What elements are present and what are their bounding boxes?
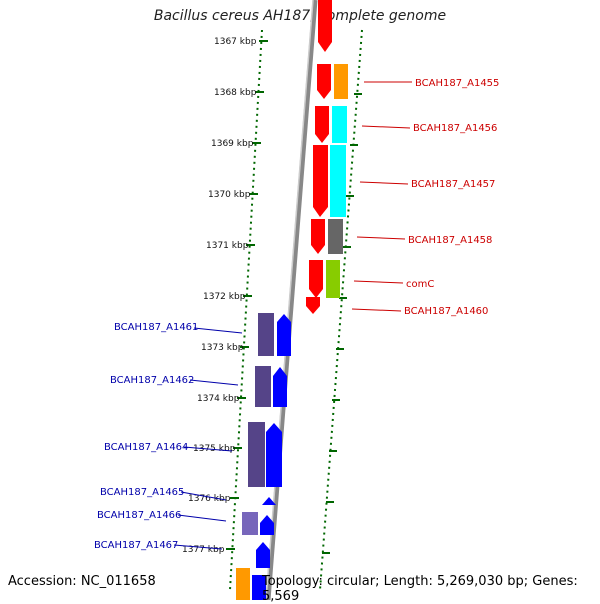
tick-label-1372: 1372 kbp xyxy=(203,292,246,302)
cog-block-purple[interactable] xyxy=(242,512,258,535)
right-ring-ticks xyxy=(322,93,362,554)
cog-block-purple[interactable] xyxy=(248,422,265,487)
cog-block-purple[interactable] xyxy=(255,366,271,407)
cds-arrow[interactable] xyxy=(262,497,276,505)
cds-arrow[interactable] xyxy=(252,575,266,600)
cds-arrow[interactable] xyxy=(309,260,323,298)
cds-arrow[interactable] xyxy=(277,314,291,356)
tick-label-1377: 1377 kbp xyxy=(182,545,225,555)
gene-label-a1466[interactable]: BCAH187_A1466 xyxy=(97,510,181,521)
tick-label-1368: 1368 kbp xyxy=(214,88,257,98)
gene-label-a1457[interactable]: BCAH187_A1457 xyxy=(411,179,495,190)
cog-block-orange[interactable] xyxy=(334,64,348,99)
gene-label-comc[interactable]: comC xyxy=(406,279,434,290)
cds-arrow[interactable] xyxy=(315,106,329,143)
gene-label-a1461[interactable]: BCAH187_A1461 xyxy=(114,322,198,333)
cds-arrow[interactable] xyxy=(306,297,320,314)
tick-label-1375: 1375 kbp xyxy=(193,444,236,454)
cog-block-green[interactable] xyxy=(326,260,340,298)
gene-label-a1467[interactable]: BCAH187_A1467 xyxy=(94,540,178,551)
genome-backbone-highlight xyxy=(265,0,314,600)
accession-text: Accession: NC_011658 xyxy=(8,574,156,589)
tick-label-1376: 1376 kbp xyxy=(188,494,231,504)
tick-label-1373: 1373 kbp xyxy=(201,343,244,353)
cds-arrow[interactable] xyxy=(260,515,274,535)
cog-block-purple[interactable] xyxy=(258,313,274,356)
tick-label-1374: 1374 kbp xyxy=(197,394,240,404)
gene-label-a1458[interactable]: BCAH187_A1458 xyxy=(408,235,492,246)
gene-label-a1456[interactable]: BCAH187_A1456 xyxy=(413,123,497,134)
forward-cog-track xyxy=(326,64,348,298)
gene-label-a1464[interactable]: BCAH187_A1464 xyxy=(104,442,188,453)
tick-label-1367: 1367 kbp xyxy=(214,37,257,47)
tick-label-1369: 1369 kbp xyxy=(211,139,254,149)
cog-block-cyan[interactable] xyxy=(332,106,347,143)
left-gene-labels: BCAH187_A1461 BCAH187_A1462 BCAH187_A146… xyxy=(94,322,243,551)
tick-group: 1367 kbp 1368 kbp 1369 kbp 1370 kbp 1371… xyxy=(182,37,268,555)
reverse-cds-track xyxy=(252,314,291,600)
map-title: Bacillus cereus AH187, complete genome xyxy=(153,8,447,24)
tick-label-1371: 1371 kbp xyxy=(206,241,249,251)
cds-arrow[interactable] xyxy=(256,542,270,568)
cds-arrow[interactable] xyxy=(318,0,332,52)
gene-label-a1460[interactable]: BCAH187_A1460 xyxy=(404,306,488,317)
gene-label-a1462[interactable]: BCAH187_A1462 xyxy=(110,375,194,386)
cog-block-cyan[interactable] xyxy=(330,145,346,217)
outer-dotted-ring-left xyxy=(229,29,263,591)
cds-arrow[interactable] xyxy=(273,367,287,407)
gene-label-a1465[interactable]: BCAH187_A1465 xyxy=(100,487,184,498)
cds-arrow[interactable] xyxy=(311,219,325,254)
cds-arrow[interactable] xyxy=(313,145,328,217)
cog-block-gray[interactable] xyxy=(328,219,343,254)
cog-block-orange[interactable] xyxy=(236,568,250,600)
tick-label-1370: 1370 kbp xyxy=(208,190,251,200)
cds-arrow[interactable] xyxy=(266,423,282,487)
gene-label-a1455[interactable]: BCAH187_A1455 xyxy=(415,78,499,89)
cds-arrow[interactable] xyxy=(317,64,331,99)
genome-backbone xyxy=(265,0,318,600)
reverse-cog-track xyxy=(236,313,274,600)
right-gene-labels: BCAH187_A1455 BCAH187_A1456 BCAH187_A145… xyxy=(351,78,499,317)
forward-cds-track xyxy=(306,0,332,314)
